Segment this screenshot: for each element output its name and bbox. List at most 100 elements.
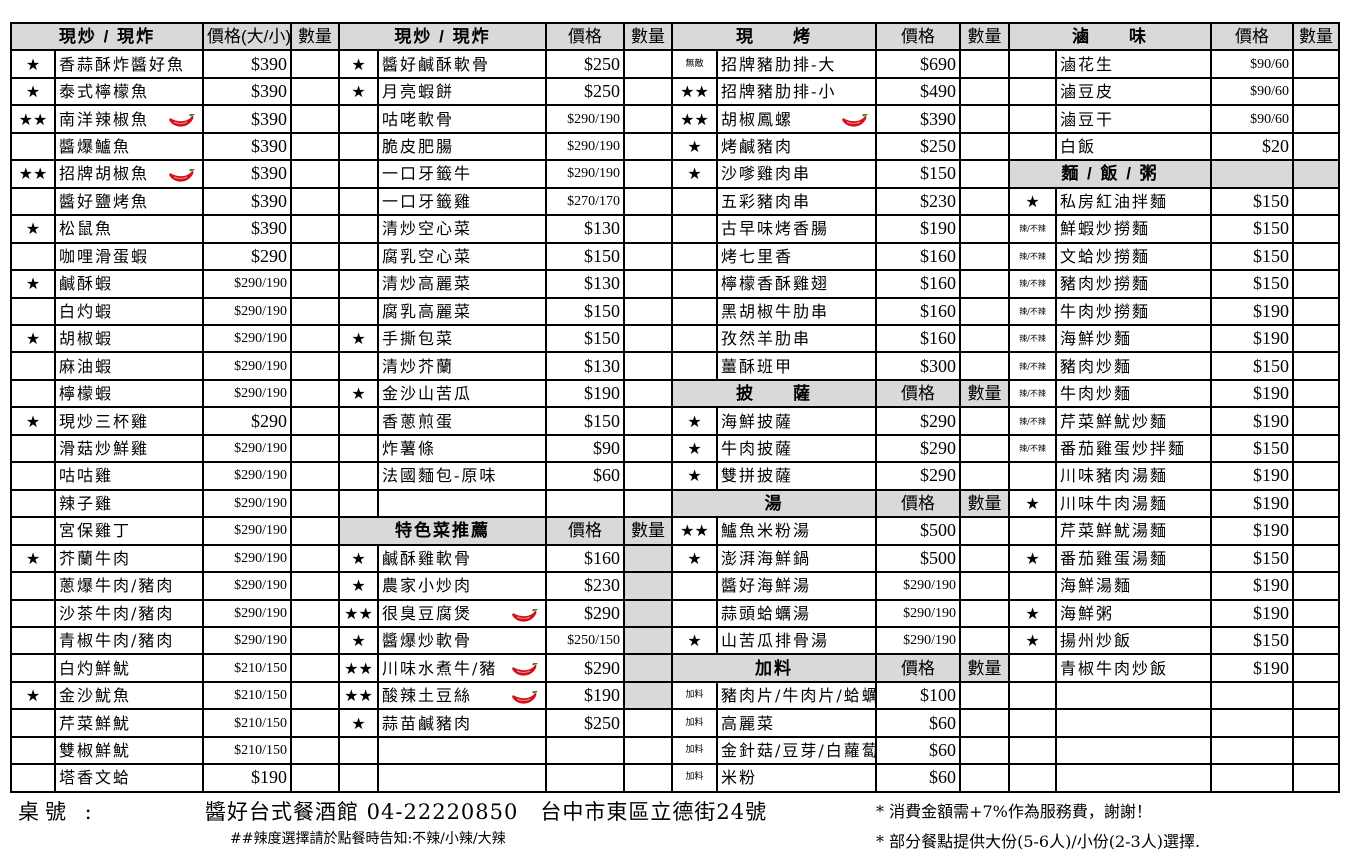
item-name-text: 烤鹹豬肉	[721, 137, 794, 157]
item-price: $150	[545, 323, 626, 354]
item-tag: 加料	[671, 708, 718, 738]
star-rating-icon: ★	[338, 543, 379, 574]
quantity-cell	[1292, 708, 1340, 738]
item-name-text: 青椒牛肉炒飯	[1060, 658, 1169, 678]
item-tag	[10, 378, 56, 409]
item-tag: 加料	[671, 680, 718, 711]
menu-item-row: 白灼蝦 $290/190	[10, 296, 341, 327]
item-name: 很臭豆腐煲	[376, 598, 548, 628]
item-price: $290/190	[875, 598, 961, 628]
star-rating-icon: ★	[1008, 543, 1057, 574]
menu-item-row: ★★ 胡椒鳳螺 $390	[671, 104, 1010, 134]
quantity-column-header: 數量	[290, 21, 341, 52]
chili-pepper-icon	[841, 112, 869, 128]
item-price: $190	[1210, 296, 1294, 327]
item-name-text: 芹菜鮮魷炒麵	[1060, 411, 1169, 431]
item-name-text: 海鮮披薩	[721, 411, 794, 431]
restaurant-info: 醬好台式餐酒館 04-22220850 台中市東區立德街24號	[205, 800, 768, 824]
quantity-cell	[623, 543, 674, 574]
item-price: $290/190	[202, 296, 293, 327]
item-name	[1055, 680, 1212, 711]
menu-item-row: 黑胡椒牛肋串 $160	[671, 296, 1010, 327]
menu-item-row: 川味豬肉湯麵 $190	[1008, 461, 1340, 491]
empty-row	[338, 488, 674, 519]
menu-item-row: ★ 醬好鹹酥軟骨 $250	[338, 49, 674, 79]
item-price: $290	[202, 241, 293, 272]
item-name-text: 芥蘭牛肉	[59, 548, 132, 568]
item-name: 蒜頭蛤蠣湯	[716, 598, 877, 628]
item-name-text: 辣子雞	[59, 493, 114, 513]
quantity-cell	[290, 351, 341, 381]
item-tag: 辣/不辣	[1008, 241, 1057, 272]
item-name-text: 南洋辣椒魚	[59, 109, 150, 129]
item-name	[1055, 708, 1212, 738]
menu-item-row: 辣/不辣 芹菜鮮魷炒麵 $190	[1008, 406, 1340, 436]
quantity-cell	[1292, 488, 1340, 519]
star-rating-icon: ★	[1008, 186, 1057, 217]
item-tag	[10, 131, 56, 162]
quantity-cell	[1292, 186, 1340, 217]
item-name-text: 蔥爆牛肉/豬肉	[59, 576, 175, 596]
quantity-cell	[959, 571, 1010, 601]
quantity-cell	[290, 104, 341, 134]
item-name: 古早味烤香腸	[716, 214, 877, 244]
quantity-cell	[959, 735, 1010, 766]
quantity-cell	[1292, 323, 1340, 354]
item-name: 炸薯條	[376, 433, 548, 464]
item-name-text: 招牌豬肋排-小	[721, 82, 837, 102]
item-name: 牛肉炒撈麵	[1055, 296, 1212, 327]
item-tag: 辣/不辣	[1008, 351, 1057, 381]
item-name-text: 青椒牛肉/豬肉	[59, 631, 175, 651]
item-price: $190	[1210, 598, 1294, 628]
item-name-text: 雙拼披薩	[721, 466, 794, 486]
item-name-text: 芹菜鮮魷	[59, 713, 132, 733]
item-price: $490	[875, 76, 961, 107]
item-price: $190	[1210, 653, 1294, 683]
quantity-cell	[1292, 543, 1340, 574]
quantity-cell	[1292, 653, 1340, 683]
menu-item-row: ★★ 招牌胡椒魚 $390	[10, 159, 341, 189]
quantity-cell	[959, 516, 1010, 546]
item-name: 牛肉炒麵	[1055, 378, 1212, 409]
menu-item-row: 孜然羊肋串 $160	[671, 323, 1010, 354]
item-tag	[671, 598, 718, 628]
item-name-text: 豬肉片/牛肉片/蛤蠣	[721, 686, 876, 706]
menu-item-row: 檸檬蝦 $290/190	[10, 378, 341, 409]
item-name-text: 海鮮湯麵	[1060, 576, 1133, 596]
item-name: 蒜苗鹹豬肉	[376, 708, 548, 738]
menu-block-2: 現炒 / 現炸 價格 數量 ★ 醬好鹹酥軟骨 $250 ★ 月亮蝦餅 $250 咕咾軟骨 $290/…	[337, 21, 674, 793]
item-name: 香蔥煎蛋	[376, 406, 548, 436]
item-price: $290/190	[202, 543, 293, 574]
item-name: 辣子雞	[53, 488, 205, 519]
item-tag: 辣/不辣	[1008, 406, 1057, 436]
item-tag	[1008, 104, 1057, 134]
empty-row	[338, 735, 674, 766]
section-title: 披 薩	[671, 378, 877, 409]
item-name: 蔥爆牛肉/豬肉	[53, 571, 205, 601]
quantity-cell	[1292, 104, 1340, 134]
item-price: $300	[875, 351, 961, 381]
item-tag	[10, 488, 56, 519]
star-rating-icon: ★	[338, 323, 379, 354]
quantity-cell	[959, 104, 1010, 134]
item-tag	[671, 296, 718, 327]
quantity-cell	[1292, 351, 1340, 381]
item-name: 香蒜酥炸醬好魚	[53, 49, 205, 79]
item-name-text: 沙茶牛肉/豬肉	[59, 603, 175, 623]
menu-item-row: 辣/不辣 豬肉炒麵 $150	[1008, 351, 1340, 381]
service-charge-note: * 消費金額需+7%作為服務費，謝謝！	[876, 802, 1152, 821]
quantity-cell	[1292, 735, 1340, 766]
item-price: $190	[1210, 406, 1294, 436]
quantity-cell	[1292, 49, 1340, 79]
quantity-cell	[959, 49, 1010, 79]
item-price: $190	[1210, 461, 1294, 491]
item-name: 麻油蝦	[53, 351, 205, 381]
item-name: 一口牙籤牛	[376, 159, 548, 189]
star-rating-icon: ★	[338, 76, 379, 107]
item-name: 招牌豬肋排-大	[716, 49, 877, 79]
section-title: 湯	[671, 488, 877, 519]
item-name: 私房紅油拌麵	[1055, 186, 1212, 217]
quantity-cell	[623, 351, 674, 381]
quantity-cell	[959, 708, 1010, 738]
item-name: 番茄雞蛋炒拌麵	[1055, 433, 1212, 464]
